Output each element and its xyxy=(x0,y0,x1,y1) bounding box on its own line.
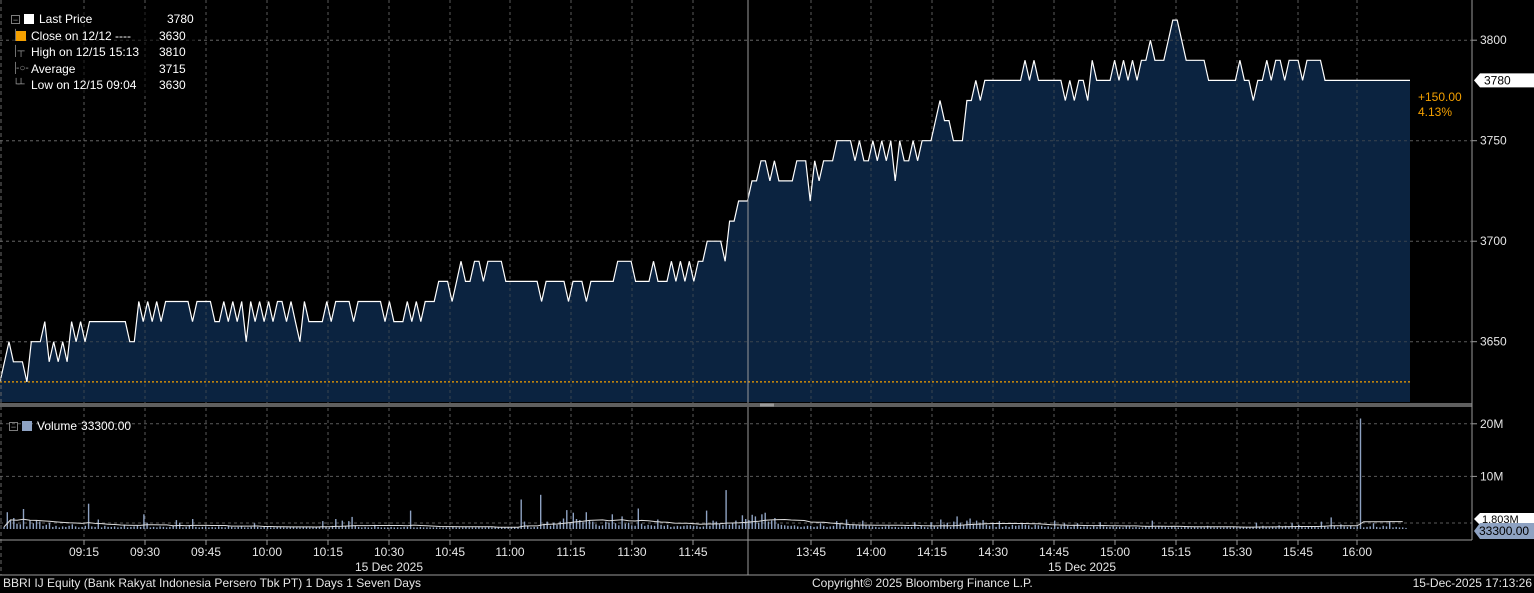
legend-label: Last Price xyxy=(39,12,93,26)
legend-label: Low on 12/15 09:04 xyxy=(31,78,137,92)
y-tick-label: 3750 xyxy=(1480,134,1507,148)
x-tick-label: 14:00 xyxy=(856,545,886,559)
x-tick-label: 15:45 xyxy=(1283,545,1313,559)
panel-divider-handle xyxy=(760,403,774,407)
tree-line-icon: │ xyxy=(12,46,20,57)
change-percent: 4.13% xyxy=(1418,105,1453,119)
last-price-area xyxy=(0,20,1410,402)
x-tick-label: 13:45 xyxy=(796,545,826,559)
volume-last-tag-label: 33300.00 xyxy=(1479,524,1529,538)
volume-tick-label: 20M xyxy=(1480,417,1503,431)
x-tick-label: 11:30 xyxy=(617,545,646,559)
tree-line-icon: └ xyxy=(12,79,20,90)
legend-label: Close on 12/12 ---- xyxy=(31,28,132,43)
price-legend: − Last Price 3780 │ Close on 12/12 ---- … xyxy=(9,11,196,94)
x-tick-label: 14:30 xyxy=(978,545,1008,559)
last-price-tag-label: 3780 xyxy=(1484,73,1511,87)
x-tick-label: 09:30 xyxy=(130,545,160,559)
legend-row-low[interactable]: └ ┴ Low on 12/15 09:04 3630 xyxy=(11,77,194,94)
legend-row-high[interactable]: │ ┬ High on 12/15 15:13 3810 xyxy=(11,44,194,61)
legend-row-volume[interactable]: − Volume 33300.00 xyxy=(9,418,131,435)
volume-tick-label: 10M xyxy=(1480,469,1503,483)
change-absolute: +150.00 xyxy=(1418,90,1462,104)
x-tick-label: 10:30 xyxy=(374,545,404,559)
last-price-swatch xyxy=(24,14,34,25)
legend-label: Average xyxy=(31,61,76,76)
collapse-toggle-icon[interactable]: − xyxy=(9,421,18,432)
tree-line-icon: │ xyxy=(12,62,20,74)
legend-value: 3630 xyxy=(159,28,186,43)
x-tick-label: 14:15 xyxy=(917,545,947,559)
legend-row-last-price[interactable]: − Last Price 3780 xyxy=(11,11,194,28)
footer-security: BBRI IJ Equity (Bank Rakyat Indonesia Pe… xyxy=(3,576,421,590)
x-tick-label: 11:15 xyxy=(556,545,585,559)
x-tick-label: 10:45 xyxy=(435,545,465,559)
legend-label: Volume xyxy=(37,419,78,433)
x-tick-label: 14:45 xyxy=(1039,545,1069,559)
x-tick-label: 10:00 xyxy=(252,545,282,559)
panel-divider xyxy=(0,403,1472,407)
footer-copyright: Copyright© 2025 Bloomberg Finance L.P. xyxy=(812,576,1033,590)
legend-row-close[interactable]: │ Close on 12/12 ---- 3630 xyxy=(11,28,194,45)
average-icon: -○- xyxy=(16,62,29,74)
x-tick-label: 11:45 xyxy=(678,545,707,559)
volume-swatch xyxy=(22,421,32,432)
y-tick-label: 3800 xyxy=(1480,33,1507,47)
legend-value: 33300.00 xyxy=(81,419,132,433)
volume-bars xyxy=(3,418,1407,529)
legend-label: High on 12/15 15:13 xyxy=(31,45,140,59)
y-tick-label: 3650 xyxy=(1480,335,1507,349)
legend-value: 3780 xyxy=(167,12,194,26)
x-tick-label: 09:45 xyxy=(191,545,221,559)
volume-average-tag xyxy=(1474,513,1534,525)
high-icon: ┬ xyxy=(17,46,25,57)
close-swatch xyxy=(16,30,26,41)
x-tick-label: 15:00 xyxy=(1100,545,1130,559)
x-date-label: 15 Dec 2025 xyxy=(1048,560,1116,574)
legend-value: 3630 xyxy=(159,78,186,92)
change-annotation: +150.00 4.13% xyxy=(1418,90,1462,120)
volume-last-tag xyxy=(1474,523,1534,539)
x-date-label: 15 Dec 2025 xyxy=(355,560,423,574)
legend-value: 3715 xyxy=(159,61,186,76)
last-price-tag xyxy=(1474,73,1534,88)
footer-timestamp: 15-Dec-2025 17:13:26 xyxy=(1412,576,1532,590)
legend-row-average[interactable]: │ -○- Average 3715 xyxy=(11,61,194,78)
x-tick-label: 11:00 xyxy=(495,545,524,559)
low-icon: ┴ xyxy=(17,79,25,90)
x-tick-label: 15:15 xyxy=(1161,545,1191,559)
volume-average-line xyxy=(3,518,1403,528)
y-tick-label: 3700 xyxy=(1480,234,1507,248)
collapse-toggle-icon[interactable]: − xyxy=(11,14,20,25)
last-price-line xyxy=(0,19,1410,383)
x-tick-label: 16:00 xyxy=(1342,545,1372,559)
x-tick-label: 09:15 xyxy=(69,545,99,559)
x-tick-label: 15:30 xyxy=(1222,545,1252,559)
legend-value: 3810 xyxy=(159,45,186,59)
x-tick-label: 10:15 xyxy=(313,545,343,559)
volume-legend: − Volume 33300.00 xyxy=(9,418,131,435)
